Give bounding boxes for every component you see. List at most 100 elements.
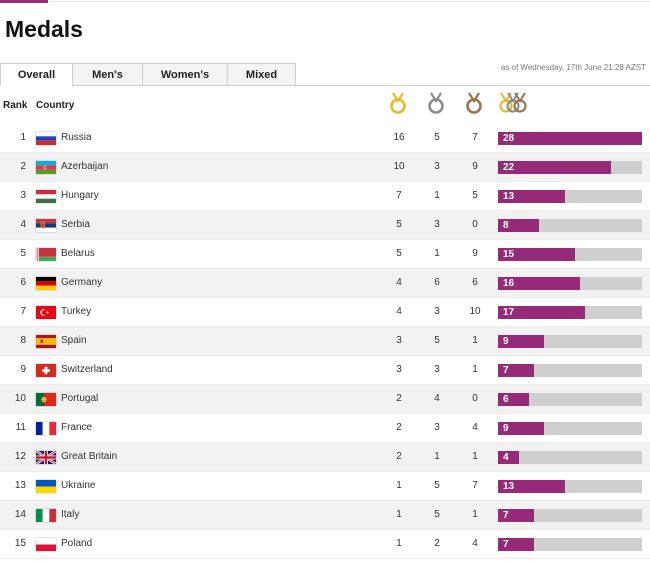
country-name[interactable]: Ukraine	[61, 480, 96, 491]
germany-flag-icon	[36, 277, 56, 290]
total-count: 7	[503, 365, 509, 376]
silver-count: 1	[434, 190, 440, 201]
bronze-count: 10	[469, 306, 481, 317]
poland-flag-icon	[36, 538, 56, 551]
country-name[interactable]: Serbia	[61, 219, 90, 230]
table-row: 3 Hungary 7 1 5 13	[0, 182, 650, 211]
total-bar: 8	[498, 219, 642, 232]
tab-womens[interactable]: Women's	[142, 63, 228, 86]
country-name[interactable]: Azerbaijan	[61, 161, 109, 172]
country-name[interactable]: Switzerland	[61, 364, 113, 375]
table-row: 6 Germany 4 6 6 16	[0, 269, 650, 298]
gold-count: 1	[396, 509, 402, 520]
country-name[interactable]: Hungary	[61, 190, 99, 201]
total-bar: 7	[498, 364, 642, 377]
last-updated-text: as of Wednesday, 17th June 21:28 AZST	[500, 63, 646, 72]
rank-cell: 4	[20, 219, 26, 230]
bronze-count: 1	[472, 509, 478, 520]
table-row: 15 Poland 1 2 4 7	[0, 530, 650, 559]
total-bar-fill	[498, 161, 611, 174]
silver-count: 1	[434, 248, 440, 259]
total-count: 7	[503, 510, 509, 521]
rank-cell: 3	[20, 190, 26, 201]
total-bar-fill	[498, 219, 539, 232]
country-name[interactable]: Great Britain	[61, 451, 118, 462]
total-count: 7	[503, 539, 509, 550]
total-bar: 9	[498, 335, 642, 348]
tab-mixed[interactable]: Mixed	[227, 63, 296, 86]
total-bar: 7	[498, 509, 642, 522]
country-name[interactable]: Poland	[61, 538, 93, 549]
bronze-medal-icon	[466, 92, 482, 114]
country-name[interactable]: Russia	[61, 132, 92, 143]
bronze-count: 0	[472, 219, 478, 230]
country-name[interactable]: Portugal	[61, 393, 99, 404]
bronze-count: 9	[472, 161, 478, 172]
country-column-header: Country	[36, 100, 75, 111]
total-bar: 4	[498, 451, 642, 464]
silver-count: 3	[434, 161, 440, 172]
total-bar-fill	[498, 509, 534, 522]
gold-count: 4	[396, 306, 402, 317]
country-name[interactable]: Belarus	[61, 248, 95, 259]
top-divider	[48, 1, 650, 2]
rank-cell: 9	[20, 364, 26, 375]
table-row: 4 Serbia 5 3 0 8	[0, 211, 650, 240]
total-bar-fill	[498, 132, 642, 145]
rank-cell: 1	[20, 132, 26, 143]
total-bar-fill	[498, 480, 565, 493]
silver-count: 6	[434, 277, 440, 288]
total-count: 4	[503, 452, 509, 463]
country-name[interactable]: France	[61, 422, 93, 433]
total-bar-fill	[498, 277, 580, 290]
total-bar-fill	[498, 538, 534, 551]
gold-count: 1	[396, 538, 402, 549]
rank-column-header: Rank	[3, 100, 28, 111]
total-bar: 6	[498, 393, 642, 406]
table-row: 2 Azerbaijan 10 3 9 22	[0, 153, 650, 182]
total-bar-fill	[498, 422, 544, 435]
total-count: 17	[503, 307, 515, 318]
silver-count: 3	[434, 364, 440, 375]
gold-count: 5	[396, 219, 402, 230]
rank-cell: 6	[20, 277, 26, 288]
turkey-flag-icon	[36, 306, 56, 319]
tab-mens[interactable]: Men's	[72, 63, 143, 86]
total-bar: 9	[498, 422, 642, 435]
table-row: 8 Spain 3 5 1 9	[0, 327, 650, 356]
azerbaijan-flag-icon	[36, 161, 56, 174]
gold-count: 2	[396, 422, 402, 433]
country-name[interactable]: Spain	[61, 335, 87, 346]
country-name[interactable]: Turkey	[61, 306, 92, 317]
bronze-count: 6	[472, 277, 478, 288]
rank-cell: 7	[20, 306, 26, 317]
total-bar: 13	[498, 480, 642, 493]
total-bar: 17	[498, 306, 642, 319]
france-flag-icon	[36, 422, 56, 435]
country-name[interactable]: Germany	[61, 277, 103, 288]
silver-count: 3	[434, 422, 440, 433]
bronze-count: 1	[472, 364, 478, 375]
bronze-count: 0	[472, 393, 478, 404]
rank-cell: 13	[14, 480, 26, 491]
country-name[interactable]: Italy	[61, 509, 80, 520]
silver-count: 5	[434, 132, 440, 143]
gold-count: 3	[396, 335, 402, 346]
bronze-count: 7	[472, 132, 478, 143]
gold-count: 2	[396, 393, 402, 404]
rank-cell: 10	[14, 393, 26, 404]
rank-cell: 8	[20, 335, 26, 346]
spain-flag-icon	[36, 335, 56, 348]
rank-cell: 5	[20, 248, 26, 259]
tab-overall[interactable]: Overall	[0, 63, 73, 86]
bronze-count: 1	[472, 335, 478, 346]
total-count: 22	[503, 162, 515, 173]
total-bar-fill	[498, 306, 585, 319]
bronze-count: 5	[472, 190, 478, 201]
table-row: 10 Portugal 2 4 0 6	[0, 385, 650, 414]
rank-cell: 14	[14, 509, 26, 520]
total-bar-fill	[498, 451, 519, 464]
medal-table: 1 Russia 16 5 7 28 2 Azerbaijan 10 3 9 22 3 Hungary 7 1…	[0, 124, 650, 559]
silver-count: 3	[434, 306, 440, 317]
bronze-count: 4	[472, 538, 478, 549]
